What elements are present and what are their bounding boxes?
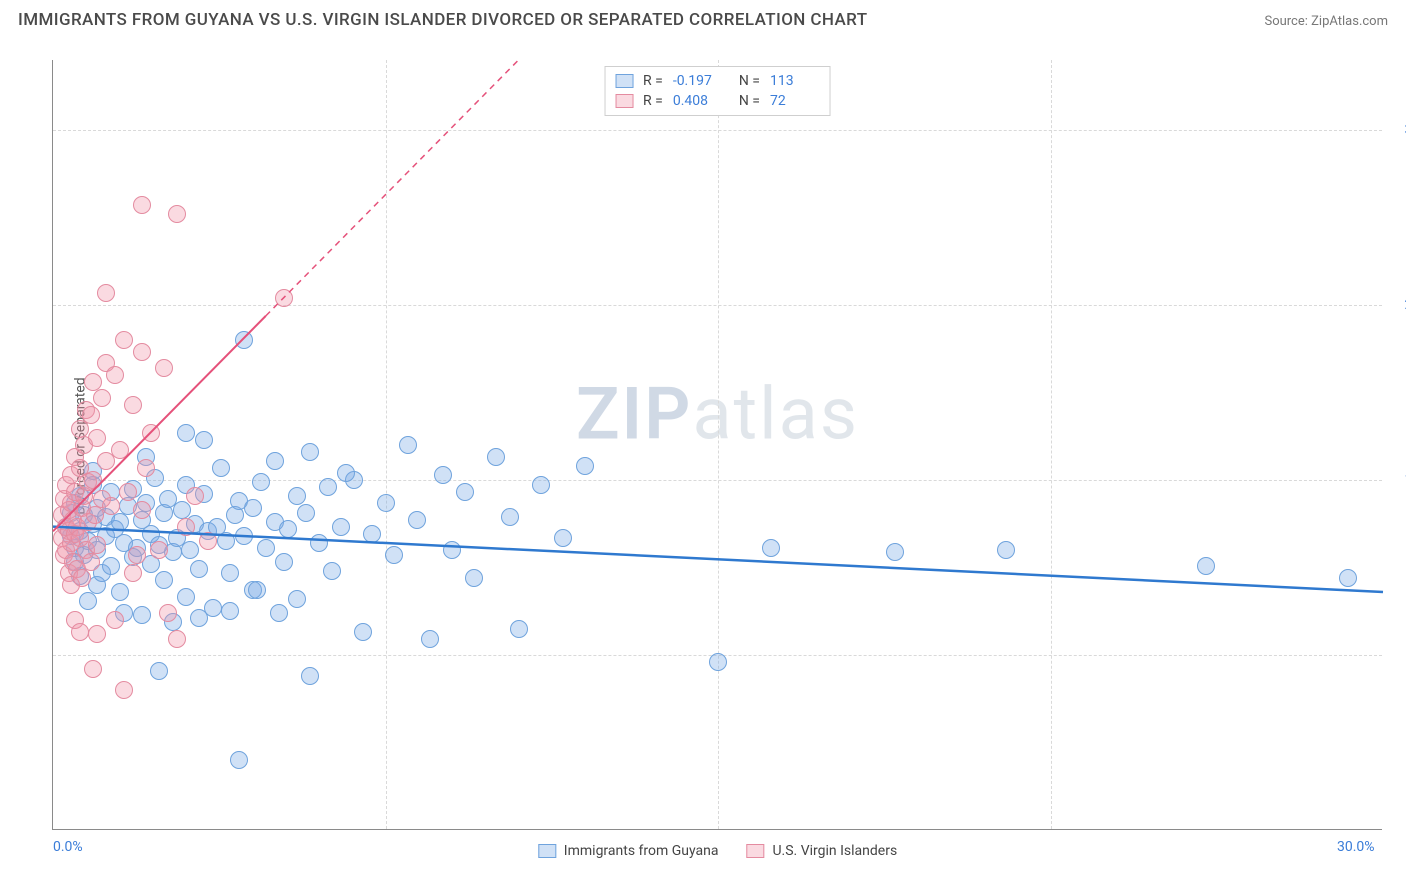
n-label: N = [739,93,760,109]
x-tick-label: 30.0% [1337,839,1375,855]
r-value: 0.408 [673,93,723,109]
legend-swatch [746,844,764,858]
n-value: 72 [770,93,820,109]
n-label: N = [739,73,760,89]
source-label: Source: ZipAtlas.com [1264,14,1388,29]
r-value: -0.197 [673,73,723,89]
legend-stats: R = -0.197 N = 113 R = 0.408 N = 72 [604,66,831,116]
title-bar: IMMIGRANTS FROM GUYANA VS U.S. VIRGIN IS… [0,0,1406,34]
trend-overlay [53,60,1383,830]
legend-swatch [538,844,556,858]
scatter-chart: ZIPatlas 7.5%15.0%22.5%30.0%0.0%30.0%R =… [52,60,1382,830]
n-value: 113 [770,73,820,89]
series-name: Immigrants from Guyana [564,843,719,859]
x-tick-label: 0.0% [53,839,83,855]
legend-swatch [615,74,633,88]
legend-row: R = 0.408 N = 72 [615,91,820,111]
legend-series: Immigrants from Guyana U.S. Virgin Island… [538,843,897,859]
r-label: R = [643,93,663,109]
chart-title: IMMIGRANTS FROM GUYANA VS U.S. VIRGIN IS… [18,10,867,30]
r-label: R = [643,73,663,89]
legend-item: U.S. Virgin Islanders [746,843,897,859]
legend-row: R = -0.197 N = 113 [615,71,820,91]
series-name: U.S. Virgin Islanders [772,843,897,859]
legend-swatch [615,94,633,108]
legend-item: Immigrants from Guyana [538,843,719,859]
